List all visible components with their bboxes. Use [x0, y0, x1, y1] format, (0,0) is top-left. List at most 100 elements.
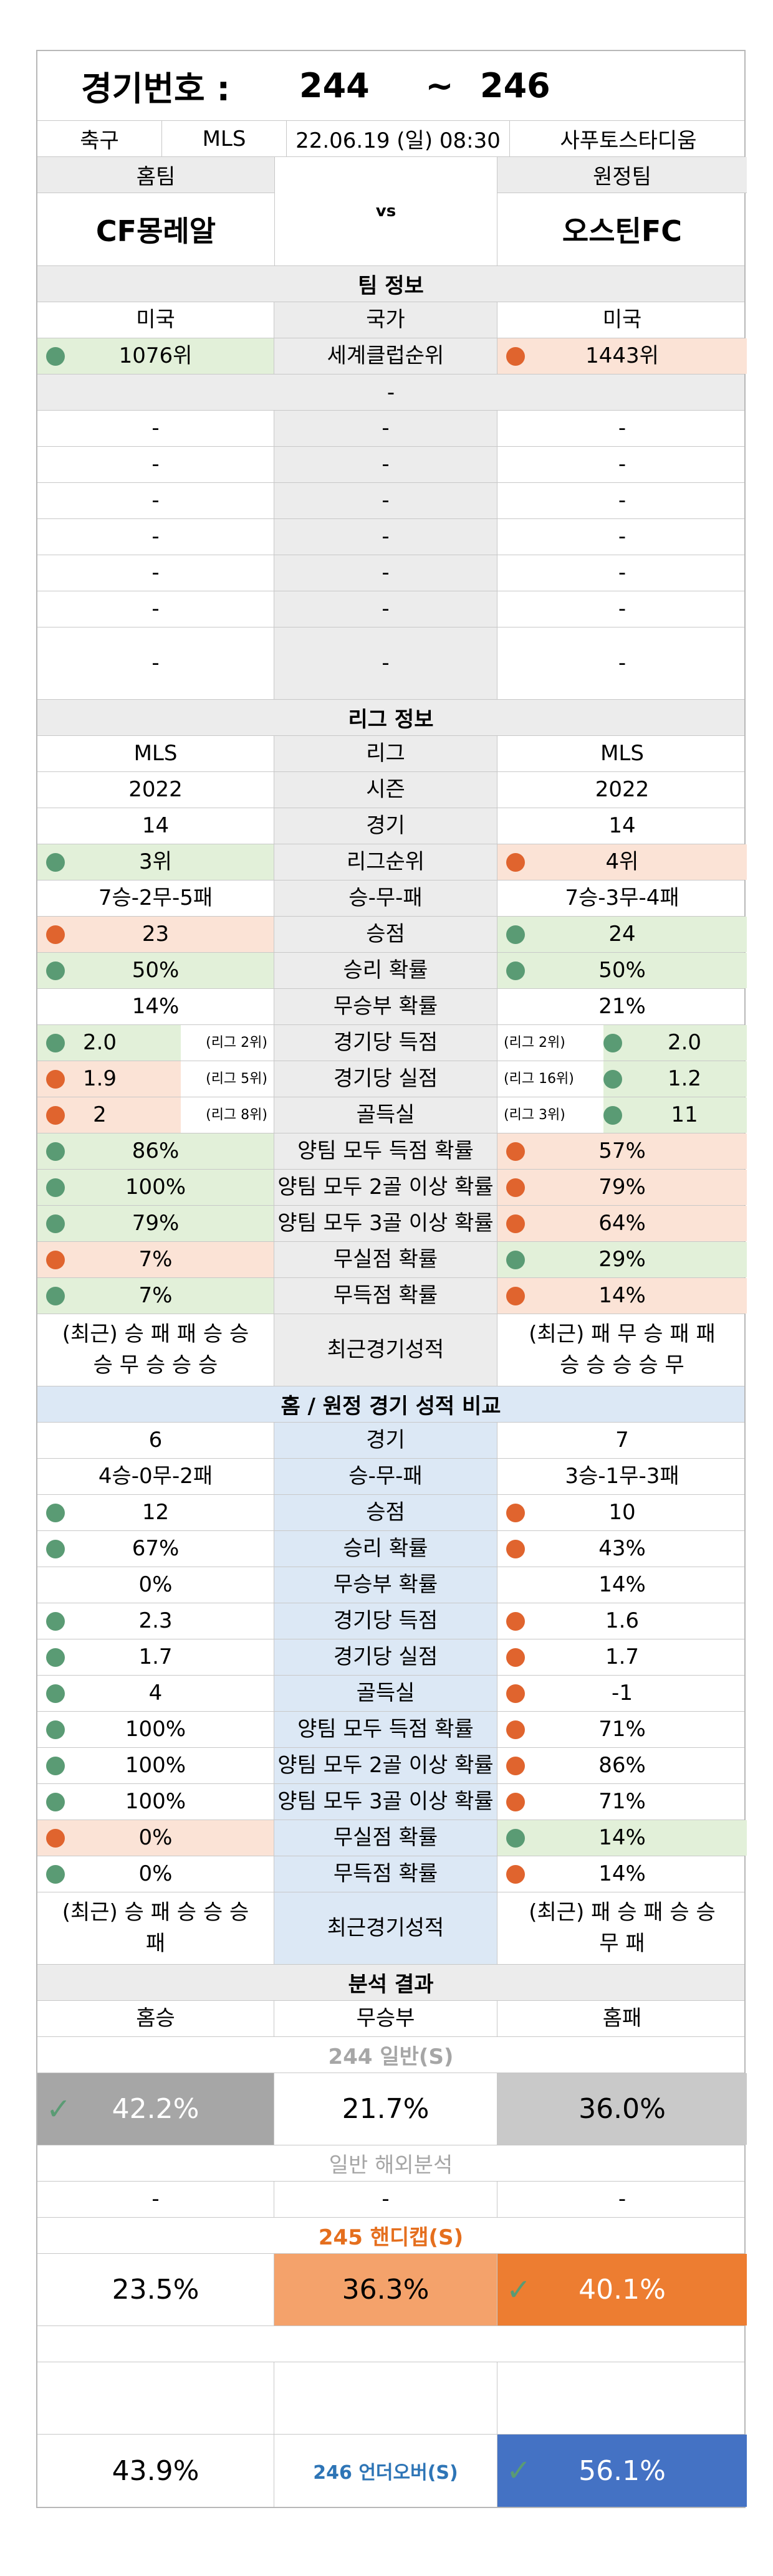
league-home-value: 86%	[132, 1138, 180, 1163]
team-dash-cell: -	[618, 650, 627, 675]
league-home-value: 2.0	[82, 1029, 117, 1055]
league-home-cell: 100%	[37, 1170, 274, 1205]
league-away-value: 50%	[598, 957, 646, 983]
over-pct: ✓ 56.1%	[497, 2435, 747, 2507]
spacer-row	[37, 2326, 744, 2362]
ha-home-value: 0%	[138, 1861, 173, 1886]
league-away-cell: 24	[497, 917, 747, 952]
ha-away-value: 1.7	[605, 1644, 640, 1669]
green-dot-icon	[603, 1069, 622, 1089]
league-away-fill	[603, 1097, 747, 1133]
orange-dot-icon	[506, 1792, 525, 1811]
league-away-cell: 57%	[497, 1133, 747, 1169]
league-home-cell: 2 (리그 8위)	[37, 1097, 274, 1133]
handicap-pct-row: 23.5% 36.3% ✓ 40.1%	[37, 2254, 747, 2326]
team-dash-cell: -	[37, 555, 274, 591]
orange-dot-icon	[506, 1539, 525, 1558]
team-dash-cell: -	[274, 591, 497, 627]
overseas-draw: -	[274, 2182, 497, 2217]
normal-draw-pct: 21.7%	[274, 2073, 497, 2145]
away-caption: 원정팀	[497, 157, 747, 193]
team-dash-cell: -	[618, 560, 627, 585]
league-row: 7승-2무-5패 승-무-패 7승-3무-4패	[37, 880, 744, 917]
ha-home-value: 4	[148, 1680, 163, 1705]
league-row-label: 승리 확률	[274, 953, 497, 988]
ha-away-cell: -1	[497, 1676, 747, 1711]
ha-row: 0% 무실점 확률 14%	[37, 1820, 747, 1856]
orange-dot-icon	[46, 1828, 65, 1848]
league-row: 14 경기 14	[37, 808, 744, 844]
ha-recent-label: 최근경기성적	[274, 1892, 497, 1964]
league-home-cell: 7%	[37, 1278, 274, 1314]
green-dot-icon	[46, 1684, 65, 1703]
ha-row: 67% 승리 확률 43%	[37, 1531, 744, 1567]
ha-away-value: 86%	[598, 1752, 646, 1778]
team-dash-cell: -	[274, 447, 497, 482]
team-dash-row: ---	[37, 411, 744, 447]
league-row-label: 경기	[274, 808, 497, 844]
green-dot-icon	[46, 961, 65, 980]
ha-row-label: 무실점 확률	[274, 1820, 497, 1856]
team-dash-cell: -	[37, 591, 274, 627]
underover-row: 43.9% 246 언더오버(S) ✓ 56.1%	[37, 2435, 747, 2507]
league-row-label: 무실점 확률	[274, 1242, 497, 1277]
orange-dot-icon	[506, 852, 525, 872]
league-info-rows: MLS 리그 MLS 2022 시즌 2022 14 경기 14 3위 리그순위 4위 7승-2무-5패…	[37, 736, 747, 1314]
check-icon: ✓	[506, 2453, 532, 2488]
league-row: 50% 승리 확률 50%	[37, 953, 747, 989]
team-dash-row: ---	[37, 591, 744, 627]
team-dash-cell: -	[618, 451, 627, 477]
home-away-title: 홈 / 원정 경기 성적 비교	[37, 1386, 744, 1423]
away-team-name: 오스틴FC	[562, 214, 683, 248]
orange-dot-icon	[506, 1756, 525, 1775]
green-dot-icon	[46, 1539, 65, 1558]
venue: 사푸토스타디움	[560, 128, 697, 153]
league-away-rank: (리그 2위)	[504, 1034, 565, 1051]
home-country: 미국	[37, 302, 274, 338]
league-row: 7% 무득점 확률 14%	[37, 1278, 747, 1314]
league-home-cell: 50%	[37, 953, 274, 988]
ha-away-cell: 86%	[497, 1748, 747, 1783]
team-dash-cell: -	[274, 483, 497, 518]
match-datetime: 22.06.19 (일) 08:30	[287, 121, 510, 156]
green-dot-icon	[46, 346, 65, 366]
league-home-rank: (리그 5위)	[206, 1071, 267, 1087]
home-recent-line1: (최근) 승 패 패 승 승	[62, 1322, 249, 1347]
league-row-label: 골득실	[274, 1097, 497, 1133]
league-home-rank: (리그 2위)	[206, 1034, 267, 1051]
team-dash-cell: -	[37, 411, 274, 446]
orange-dot-icon	[506, 1720, 525, 1739]
league-away-cell: 29%	[497, 1242, 747, 1277]
green-dot-icon	[46, 1792, 65, 1811]
ha-row-label: 양팀 모두 2골 이상 확률	[274, 1748, 497, 1783]
league-row-label: 무득점 확률	[274, 1278, 497, 1314]
home-team: 홈팀 CF몽레알	[37, 157, 274, 265]
draw-col: 무승부	[274, 2001, 497, 2036]
green-dot-icon	[46, 1142, 65, 1161]
away-recent-line1: (최근) 패 무 승 패 패	[529, 1322, 716, 1347]
over-value: 56.1%	[579, 2454, 666, 2487]
league-home-value: 7%	[138, 1282, 173, 1308]
normal-home-pct: ✓ 42.2%	[37, 2073, 274, 2145]
ha-row-label: 양팀 모두 3골 이상 확률	[274, 1784, 497, 1820]
match-number-from: 244	[299, 66, 370, 105]
team-dash-cell: -	[618, 596, 627, 621]
league-home-value: 79%	[132, 1210, 180, 1236]
league-away-fill	[603, 1061, 747, 1097]
team-dash-row: ---	[37, 555, 744, 591]
league-away-value: 79%	[598, 1174, 646, 1200]
ha-home-recent-line2: 패	[145, 1930, 166, 1956]
ha-home-cell: 0%	[37, 1820, 274, 1856]
away-club-rank-value: 1443위	[585, 343, 659, 368]
green-dot-icon	[46, 1648, 65, 1667]
league-row: 2022 시즌 2022	[37, 772, 744, 808]
league-home-cell: 14%	[37, 989, 274, 1024]
analysis-cols: 홈승 무승부 홈패	[37, 2001, 744, 2037]
ha-home-value: 67%	[132, 1535, 180, 1561]
ha-row-label: 승-무-패	[274, 1459, 497, 1494]
green-dot-icon	[46, 852, 65, 872]
team-dash-cell: -	[274, 411, 497, 446]
green-dot-icon	[46, 1214, 65, 1233]
ha-home-value: 100%	[125, 1752, 186, 1778]
